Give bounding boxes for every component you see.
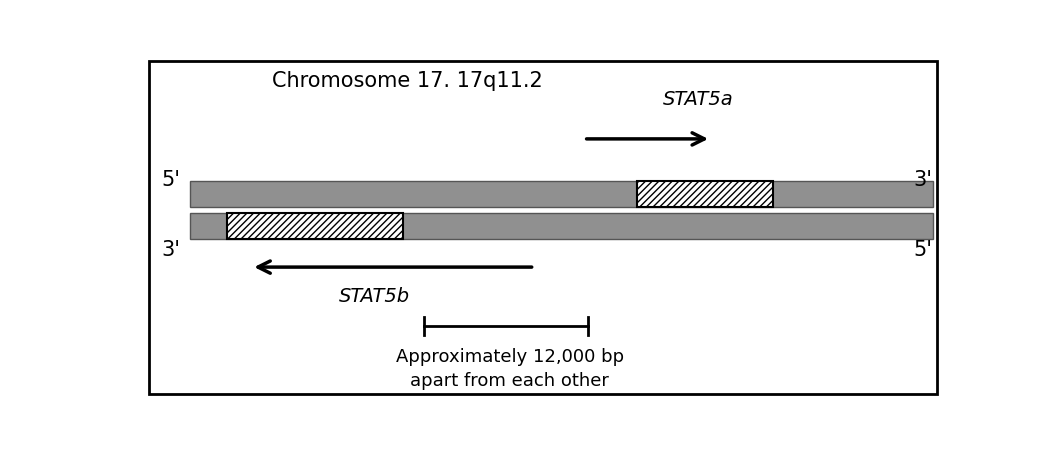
Text: 5': 5': [914, 240, 933, 260]
Text: STAT5a: STAT5a: [663, 90, 734, 108]
Bar: [190, 181, 933, 207]
Text: 3': 3': [161, 240, 180, 260]
Text: STAT5b: STAT5b: [339, 287, 410, 306]
Bar: [227, 212, 403, 238]
Text: Chromosome 17. 17q11.2: Chromosome 17. 17q11.2: [272, 71, 542, 91]
Text: apart from each other: apart from each other: [411, 373, 609, 391]
Bar: [190, 212, 933, 238]
Text: 5': 5': [161, 171, 180, 190]
Text: Approximately 12,000 bp: Approximately 12,000 bp: [396, 348, 624, 366]
Bar: [638, 181, 773, 207]
Text: 3': 3': [914, 171, 933, 190]
